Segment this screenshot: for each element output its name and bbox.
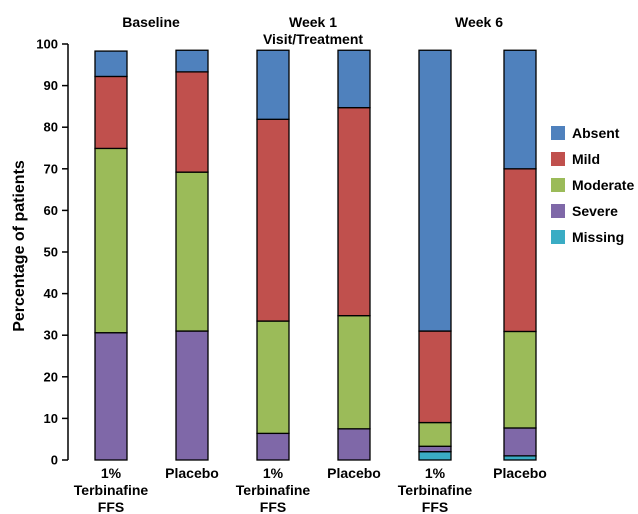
x-tick-label: FFS xyxy=(98,499,124,514)
bar-segment-moderate xyxy=(175,171,209,332)
legend-label: Severe xyxy=(572,203,618,219)
bar-stack xyxy=(418,49,452,461)
y-tick-label: 50 xyxy=(44,245,58,260)
bar-segment-severe xyxy=(337,428,371,461)
group-label: Week 6 xyxy=(455,14,503,30)
bar-segment-severe xyxy=(418,445,452,453)
bar-segment-moderate xyxy=(256,320,290,435)
bar-segment-absent xyxy=(503,49,537,170)
bar-segment-moderate xyxy=(418,421,452,447)
bar-segment-severe xyxy=(256,432,290,461)
bar-segment-absent xyxy=(337,49,371,109)
x-tick-label: Placebo xyxy=(493,465,547,481)
y-tick-label: 90 xyxy=(44,78,58,93)
x-tick-label: FFS xyxy=(422,499,448,514)
y-axis: 0 10 20 30 40 50 60 70 80 90 100 xyxy=(36,37,69,468)
y-tick-label: 100 xyxy=(36,37,58,52)
group-label: Visit/Treatment xyxy=(263,31,363,47)
bars xyxy=(94,49,537,461)
bar-segment-severe xyxy=(503,427,537,457)
bar-stack xyxy=(175,49,209,461)
x-tick-label: FFS xyxy=(260,499,286,514)
x-tick-label: 1% xyxy=(101,465,122,481)
bar-segment-mild xyxy=(418,330,452,424)
group-label: Week 1 xyxy=(289,14,337,30)
legend-label: Absent xyxy=(572,125,620,141)
bar-stack xyxy=(337,49,371,461)
y-tick-label: 70 xyxy=(44,161,58,176)
bar-segment-mild xyxy=(94,75,128,150)
bar-segment-absent xyxy=(418,49,452,332)
y-tick-label: 10 xyxy=(44,411,58,426)
bar-stack xyxy=(256,49,290,461)
bar-segment-mild xyxy=(256,118,290,322)
group-label: Baseline xyxy=(122,14,180,30)
bar-stack xyxy=(94,50,128,461)
x-tick-label: Placebo xyxy=(327,465,381,481)
legend-swatch xyxy=(551,230,565,244)
x-tick-label: Terbinafine xyxy=(398,482,473,498)
legend-label: Mild xyxy=(572,151,600,167)
bar-segment-mild xyxy=(503,168,537,333)
bar-segment-moderate xyxy=(503,330,537,429)
bar-segment-absent xyxy=(94,50,128,78)
x-tick-label: 1% xyxy=(425,465,446,481)
x-tick-label: Terbinafine xyxy=(236,482,311,498)
y-tick-label: 60 xyxy=(44,203,58,218)
y-tick-label: 0 xyxy=(51,453,58,468)
legend-swatch xyxy=(551,204,565,218)
x-tick-label: 1% xyxy=(263,465,284,481)
x-tick-label: Terbinafine xyxy=(74,482,149,498)
legend-swatch xyxy=(551,152,565,166)
bar-segment-mild xyxy=(337,106,371,317)
bar-segment-absent xyxy=(256,49,290,120)
legend-label: Moderate xyxy=(572,177,634,193)
legend-label: Missing xyxy=(572,229,624,245)
y-tick-label: 30 xyxy=(44,328,58,343)
bar-stack xyxy=(503,49,537,461)
y-tick-label: 40 xyxy=(44,286,58,301)
bar-segment-absent xyxy=(175,49,209,73)
legend: Absent Mild Moderate Severe Missing xyxy=(551,125,634,245)
y-tick-label: 80 xyxy=(44,120,58,135)
y-axis-title: Percentage of patients xyxy=(11,160,28,332)
bar-segment-missing xyxy=(418,451,452,461)
legend-swatch xyxy=(551,178,565,192)
y-tick-label: 20 xyxy=(44,369,58,384)
bar-segment-mild xyxy=(175,71,209,173)
legend-swatch xyxy=(551,126,565,140)
x-tick-label: Placebo xyxy=(165,465,219,481)
bar-segment-moderate xyxy=(94,147,128,334)
bar-segment-severe xyxy=(94,332,128,461)
bar-segment-severe xyxy=(175,330,209,461)
bar-segment-moderate xyxy=(337,314,371,430)
